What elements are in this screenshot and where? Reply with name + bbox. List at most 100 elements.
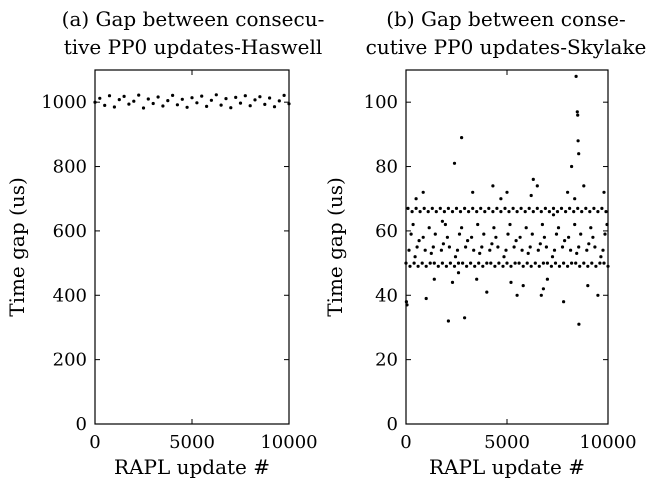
chart-b-y-tick-label: 20 [375,350,398,371]
chart-b-data-point [596,210,600,214]
chart-b-data-point [438,206,442,210]
chart-b-data-point [551,206,556,210]
chart-b-data-point [477,261,481,265]
chart-a-data-point [151,101,155,106]
chart-b-data-point [415,245,419,249]
chart-a-data-point [248,104,252,108]
chart-b-data-point [575,110,579,114]
chart-b-data-point [467,210,471,214]
chart-b-data-point [578,264,582,268]
chart-b-data-point [497,261,501,265]
chart-a-data-point [122,94,126,98]
chart-b-data-point [599,255,603,259]
chart-a-data-point [98,96,102,100]
chart-b-title-line-1: (b) Gap between conse- [386,7,626,31]
chart-b-data-point [430,206,434,210]
chart-a-data-point [141,106,146,110]
chart-b-data-point [541,261,546,265]
chart-b-data-point [409,232,413,236]
chart-b-data-point [531,210,535,214]
chart-b-data-point [461,261,465,265]
chart-b-data-point [446,319,450,323]
chart-a-data-point [185,105,189,109]
chart-b-data-point [470,235,474,239]
chart-b-data-point [410,210,414,214]
chart-b-data-point [559,206,564,210]
chart-b-data-point [526,251,530,255]
chart-a-y-tick-label: 0 [76,414,87,435]
chart-b-data-point [600,206,604,210]
chart-a-data-point [205,104,209,108]
chart-b-data-point [573,222,577,227]
chart-b-data-point [464,245,468,249]
chart-b-data-point [577,322,581,326]
chart-b-y-axis-label: Time gap (us) [323,177,347,317]
chart-b: (b) Gap between conse- cutive PP0 update… [323,7,646,479]
chart-b-data-point [479,206,483,210]
chart-a-plot-frame [94,69,290,425]
chart-b-data-point [413,255,417,259]
chart-b-y-tick-label: 80 [375,157,398,178]
chart-a-data-point [268,96,272,100]
chart-a-title-line-1: (a) Gap between consecu- [62,7,325,31]
chart-b-data-point [472,248,476,252]
chart-b-data-point [537,264,541,268]
chart-b-data-point [475,210,479,214]
chart-b-data-point [593,245,597,249]
chart-a-data-point [127,102,131,106]
chart-b-data-point [485,261,489,265]
chart-b-data-point [429,251,433,255]
chart-b-data-point [528,245,532,249]
chart-a-data-point [209,98,213,102]
chart-b-data-point [412,261,416,265]
chart-b-data-point [576,139,580,143]
chart-b-data-point [529,193,533,198]
chart-b-data-point [604,210,608,214]
chart-b-data-point [443,222,447,227]
chart-b-data-point [422,206,426,210]
chart-b-data-point [584,206,588,210]
chart-b-data-point [551,213,556,217]
chart-b-data-point [432,261,436,265]
chart-b-data-point [478,251,482,255]
chart-a-data-point [229,106,233,110]
chart-b-data-point [586,284,590,288]
chart-b-data-point [535,206,539,210]
chart-b-data-point [420,261,424,265]
chart-b-data-point [485,290,489,294]
chart-b-data-point [531,177,535,181]
chart-b-data-point [433,232,437,236]
chart-b-data-point [568,206,572,210]
chart-a-data-point [272,105,277,109]
chart-b-data-point [538,242,542,246]
chart-a-y-axis-label: Time gap (us) [5,177,29,317]
chart-b-data-point [602,190,606,194]
chart-b-data-point [476,222,480,227]
chart-b-data-point [509,264,513,268]
chart-b-data-point [573,197,577,201]
chart-b-data-point [436,264,440,268]
chart-a-y-tick-label: 1000 [41,92,87,113]
chart-b-data-point [471,190,475,194]
chart-b-data-point [519,206,523,210]
chart-b-data-point [509,280,513,284]
chart-a-data-point [258,95,262,99]
chart-b-data-point [577,245,581,249]
chart-b-data-point [444,264,448,268]
chart-b-x-axis-label: RAPL update # [429,455,585,479]
chart-b-data-point [450,210,455,214]
chart-b-data-point [587,242,591,246]
chart-b-data-point [456,271,461,275]
chart-b-data-point [579,232,583,236]
chart-a-x-tick-label: 5000 [169,432,215,453]
chart-b-data-point [475,277,479,281]
chart-b-data-point [549,264,554,268]
chart-a-y-tick-label: 600 [53,221,87,242]
chart-a-data-point [156,95,160,99]
chart-b-data-point [566,190,570,194]
chart-b-data-point [489,261,493,265]
chart-b-data-point [490,242,494,246]
chart-b-data-point [418,210,422,214]
chart-b-data-point [448,261,452,265]
chart-a-data-point [103,103,107,107]
